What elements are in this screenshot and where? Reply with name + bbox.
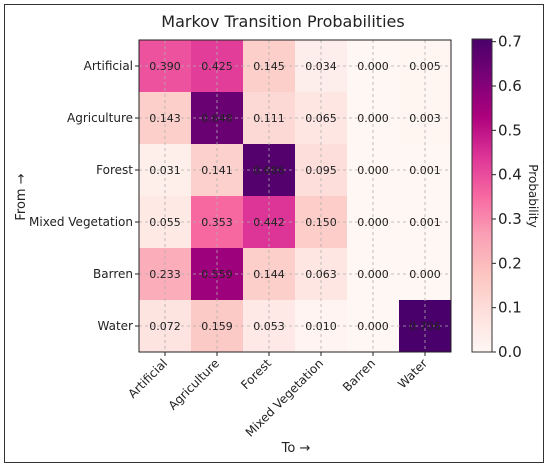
heatmap-cell: [399, 300, 452, 353]
cell-value-label: 0.390: [149, 60, 181, 73]
colorbar-tick-label: 0.0: [498, 343, 522, 361]
cell-value-label: 0.003: [409, 112, 441, 125]
cell-value-label: 0.111: [253, 112, 285, 125]
colorbar: [471, 38, 493, 353]
heatmap-cell: [243, 144, 296, 197]
colorbar-tick-label: 0.7: [498, 33, 522, 51]
cell-value-label: 0.000: [357, 60, 389, 73]
cell-value-label: 0.063: [305, 268, 337, 281]
y-axis-label: From →: [14, 173, 29, 220]
y-tick-label: Agriculture: [67, 111, 133, 125]
cell-value-label: 0.159: [201, 320, 233, 333]
x-tick-label: Barren: [340, 356, 378, 394]
cell-value-label: 0.648: [201, 112, 233, 125]
cell-value-label: 0.005: [409, 60, 441, 73]
x-tick-label: Water: [395, 356, 430, 391]
cell-value-label: 0.686: [253, 164, 285, 177]
colorbar-ticks: 0.0 0.1 0.2 0.3 0.4 0.5 0.6 0.7: [492, 33, 522, 361]
cell-value-label: 0.353: [201, 216, 233, 229]
heatmap-cells: [139, 40, 452, 353]
chart-title: Markov Transition Probabilities: [161, 12, 404, 31]
cell-value-label: 0.055: [149, 216, 181, 229]
colorbar-tick-label: 0.6: [498, 77, 522, 95]
cell-value-label: 0.095: [305, 164, 337, 177]
cell-value-label: 0.001: [409, 164, 441, 177]
figure-frame: [4, 4, 544, 463]
y-tick-label: Water: [98, 319, 134, 333]
cell-value-label: 0.000: [357, 164, 389, 177]
cell-value-label: 0.141: [201, 164, 233, 177]
colorbar-tick-label: 0.2: [498, 254, 522, 272]
cell-value-label: 0.001: [409, 216, 441, 229]
heatmap-cell: [243, 300, 296, 353]
x-tick-label: Agriculture: [166, 356, 223, 413]
colorbar-tick-label: 0.3: [498, 210, 522, 228]
cell-value-label: 0.000: [357, 268, 389, 281]
cell-value-label: 0.144: [253, 268, 285, 281]
y-tick-label: Forest: [96, 163, 133, 177]
cell-value-label: 0.000: [357, 216, 389, 229]
colorbar-tick-label: 0.1: [498, 299, 522, 317]
cell-value-label: 0.442: [253, 216, 285, 229]
y-tick-label: Mixed Vegetation: [29, 215, 133, 229]
x-axis-label: To →: [281, 441, 311, 456]
cell-value-label: 0.706: [409, 320, 441, 333]
cell-value-label: 0.000: [357, 320, 389, 333]
cell-value-label: 0.053: [253, 320, 285, 333]
y-tick-label: Artificial: [84, 59, 133, 73]
x-tick-label: Artificial: [125, 356, 170, 401]
colorbar-label: Probability: [526, 164, 540, 227]
x-tick-label: Forest: [238, 356, 274, 392]
colorbar-tick-label: 0.5: [498, 121, 522, 139]
y-tick-label: Barren: [93, 267, 133, 281]
cell-value-label: 0.034: [305, 60, 337, 73]
plot-border: [138, 39, 452, 353]
cell-value-label: 0.145: [253, 60, 285, 73]
cell-value-label: 0.000: [409, 268, 441, 281]
cell-value-label: 0.150: [305, 216, 337, 229]
heatmap-cell: [399, 144, 452, 197]
cell-value-label: 0.143: [149, 112, 181, 125]
cell-value-label: 0.010: [305, 320, 337, 333]
heatmap-grid: [138, 39, 452, 353]
cell-value-label: 0.000: [357, 112, 389, 125]
cell-labels: 0.390 0.425 0.145 0.034 0.000 0.005 0.143 0.648…: [149, 60, 441, 333]
y-tick-labels: Artificial Agriculture Forest Mixed Vegetat…: [29, 59, 139, 333]
cell-value-label: 0.425: [201, 60, 233, 73]
cell-value-label: 0.065: [305, 112, 337, 125]
cell-value-label: 0.072: [149, 320, 181, 333]
cell-value-label: 0.031: [149, 164, 181, 177]
colorbar-tick-label: 0.4: [498, 166, 522, 184]
cell-value-label: 0.233: [149, 268, 181, 281]
cell-value-label: 0.559: [201, 268, 233, 281]
